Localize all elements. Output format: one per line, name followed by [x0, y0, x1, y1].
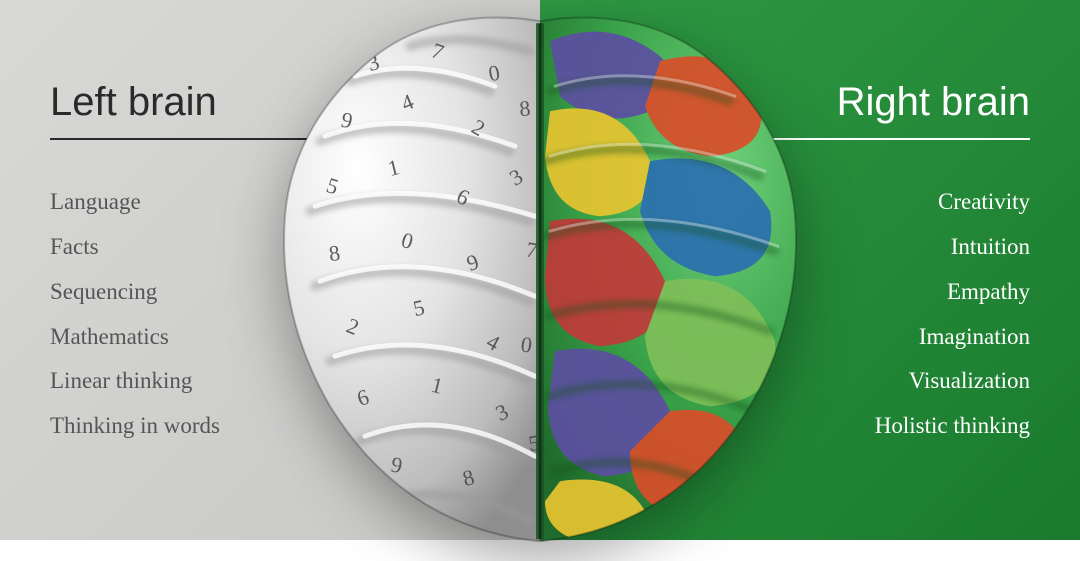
list-item: Empathy [875, 270, 1030, 315]
list-item: Facts [50, 225, 220, 270]
list-item: Mathematics [50, 315, 220, 360]
brain-illustration: 3 7 0 9 4 2 8 5 1 6 3 8 0 9 7 2 5 4 6 1 … [230, 1, 850, 561]
list-item: Intuition [875, 225, 1030, 270]
list-item: Creativity [875, 180, 1030, 225]
left-list: Language Facts Sequencing Mathematics Li… [50, 180, 220, 449]
list-item: Sequencing [50, 270, 220, 315]
list-item: Imagination [875, 315, 1030, 360]
right-list: Creativity Intuition Empathy Imagination… [875, 180, 1030, 449]
list-item: Linear thinking [50, 359, 220, 404]
left-title: Left brain [50, 80, 217, 125]
list-item: Language [50, 180, 220, 225]
list-item: Thinking in words [50, 404, 220, 449]
list-item: Visualization [875, 359, 1030, 404]
list-item: Holistic thinking [875, 404, 1030, 449]
svg-text:8: 8 [518, 95, 531, 121]
right-title: Right brain [837, 80, 1030, 125]
